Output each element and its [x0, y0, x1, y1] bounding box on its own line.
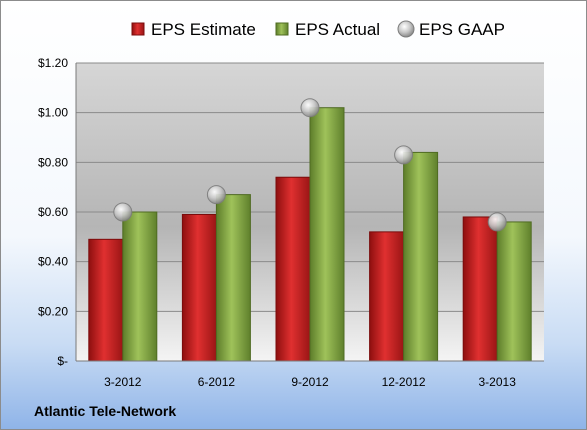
company-label: Atlantic Tele-Network: [34, 403, 177, 419]
actual-bar-1: [215, 194, 251, 362]
gaap-marker-2: [300, 98, 320, 118]
y-tick-label-6: $1.20: [38, 56, 68, 70]
legend-actual-swatch: [275, 22, 289, 36]
y-tick-label-4: $0.80: [38, 155, 68, 169]
x-tick-label-4: 3-2013: [479, 375, 517, 389]
axes: $- $0.20 $0.40 $0.60 $0.80 $1.00 $1.20 3-2012 6-…: [38, 56, 544, 389]
gaap-marker-3: [394, 145, 414, 165]
gaap-marker-0: [113, 202, 133, 222]
y-tick-label-0: $-: [57, 354, 68, 368]
x-tick-label-2: 9-2012: [291, 375, 329, 389]
actual-bar-4: [496, 221, 532, 362]
gaap-marker-4: [487, 212, 507, 232]
estimate-bar-2: [275, 176, 311, 362]
legend-estimate-swatch: [131, 22, 145, 36]
gaap-markers: [113, 98, 507, 232]
legend-estimate-label: EPS Estimate: [151, 20, 256, 39]
y-tick-label-3: $0.60: [38, 205, 68, 219]
estimate-bar-4: [462, 216, 498, 362]
x-tick-label-3: 12-2012: [382, 375, 426, 389]
x-tick-label-1: 6-2012: [198, 375, 236, 389]
estimate-bar-1: [181, 213, 217, 362]
gaap-marker-1: [206, 185, 226, 205]
actual-bar-0: [122, 211, 158, 362]
actual-bar-3: [403, 151, 439, 362]
legend: EPS Estimate EPS Actual EPS GAAP: [131, 20, 505, 39]
estimate-bar-3: [369, 231, 405, 362]
legend-actual-label: EPS Actual: [295, 20, 380, 39]
y-tick-label-5: $1.00: [38, 106, 68, 120]
y-tick-label-1: $0.20: [38, 304, 68, 318]
legend-gaap-label: EPS GAAP: [419, 20, 505, 39]
estimate-bar-0: [88, 238, 124, 362]
legend-gaap-swatch: [397, 20, 415, 38]
y-tick-label-2: $0.40: [38, 255, 68, 269]
actual-bar-2: [309, 107, 345, 362]
x-tick-label-0: 3-2012: [104, 375, 142, 389]
